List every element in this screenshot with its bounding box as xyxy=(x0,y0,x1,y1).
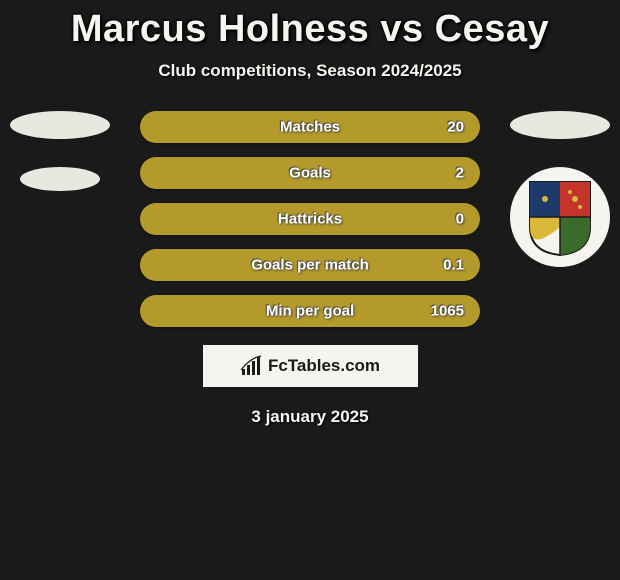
stat-value: 20 xyxy=(447,119,464,136)
stat-label: Min per goal xyxy=(266,303,354,320)
bar-chart-icon xyxy=(240,355,262,377)
stat-bar-goals-per-match: Goals per match 0.1 xyxy=(140,249,480,281)
stat-bar-matches: Matches 20 xyxy=(140,111,480,143)
page-title: Marcus Holness vs Cesay xyxy=(0,8,620,51)
stat-label: Matches xyxy=(280,119,340,136)
date-label: 3 january 2025 xyxy=(0,407,620,427)
stat-bar-hattricks: Hattricks 0 xyxy=(140,203,480,235)
stats-infographic: Marcus Holness vs Cesay Club competition… xyxy=(0,0,620,427)
stat-label: Goals xyxy=(289,165,331,182)
comparison-area: Matches 20 Goals 2 Hattricks 0 Goals per… xyxy=(0,111,620,327)
stat-bar-goals: Goals 2 xyxy=(140,157,480,189)
stat-bar-min-per-goal: Min per goal 1065 xyxy=(140,295,480,327)
player2-photo-placeholder xyxy=(510,111,610,139)
brand-label: FcTables.com xyxy=(268,356,380,376)
player1-club-placeholder xyxy=(20,167,100,191)
subtitle: Club competitions, Season 2024/2025 xyxy=(0,61,620,81)
stat-value: 0 xyxy=(456,211,464,228)
player1-photo-placeholder xyxy=(10,111,110,139)
stat-value: 1065 xyxy=(431,303,464,320)
left-player-column xyxy=(10,111,110,219)
stat-label: Hattricks xyxy=(278,211,342,228)
stat-bars: Matches 20 Goals 2 Hattricks 0 Goals per… xyxy=(140,111,480,327)
stat-label: Goals per match xyxy=(251,257,369,274)
right-player-column xyxy=(510,111,610,267)
player2-club-badge xyxy=(510,167,610,267)
brand-box: FcTables.com xyxy=(203,345,418,387)
shield-icon xyxy=(525,177,595,257)
stat-value: 0.1 xyxy=(443,257,464,274)
stat-value: 2 xyxy=(456,165,464,182)
